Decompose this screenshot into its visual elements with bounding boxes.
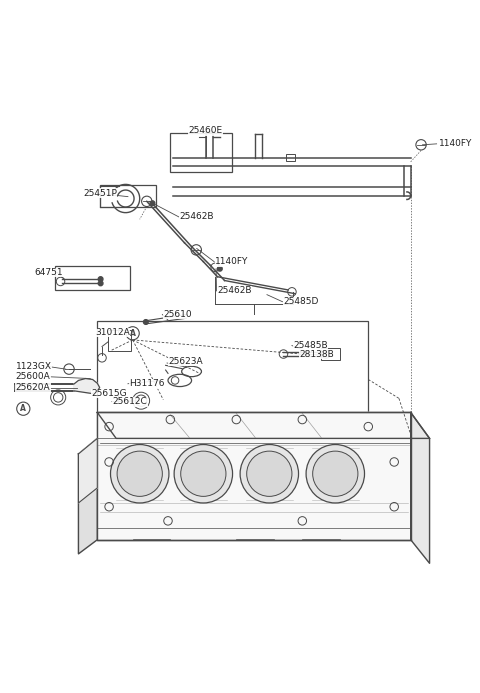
Circle shape [312,451,358,496]
Text: 25615G: 25615G [91,389,127,398]
Text: 25610: 25610 [163,310,192,319]
Circle shape [240,444,299,503]
Text: 1123GX: 1123GX [16,362,52,371]
Text: 25612C: 25612C [113,397,148,406]
Text: 25462B: 25462B [217,286,252,295]
Text: 25462B: 25462B [180,212,214,221]
Text: 28138B: 28138B [300,349,334,358]
Circle shape [174,444,233,503]
Text: A: A [20,404,26,413]
Text: 25485B: 25485B [293,341,327,350]
Text: 1140FY: 1140FY [215,257,249,266]
Circle shape [217,266,222,271]
Polygon shape [78,439,97,554]
Text: 1140FY: 1140FY [439,139,472,148]
Text: 25460E: 25460E [189,126,223,135]
Bar [170,134,232,172]
Bar [55,266,130,290]
Circle shape [247,451,292,496]
Text: H31176: H31176 [129,379,164,388]
Polygon shape [74,378,100,394]
Polygon shape [78,439,97,503]
Polygon shape [97,412,430,439]
Text: 25485D: 25485D [284,297,319,306]
Bar [97,321,368,436]
Circle shape [117,451,162,496]
Circle shape [144,319,148,324]
Text: 25600A: 25600A [16,372,50,381]
Circle shape [306,444,364,503]
Text: 25623A: 25623A [168,357,203,366]
Polygon shape [411,412,430,563]
Circle shape [150,201,155,206]
Circle shape [98,277,103,281]
Text: 31012A: 31012A [95,328,130,337]
Text: 64751: 64751 [35,268,63,277]
Bar [321,348,340,360]
Bar [100,185,156,207]
Polygon shape [97,412,411,540]
Text: 25620A: 25620A [16,383,50,392]
Bar [286,155,295,161]
Text: A: A [130,328,135,337]
Circle shape [181,451,226,496]
Text: 25451P: 25451P [83,188,117,198]
Bar [108,330,131,351]
Circle shape [110,444,169,503]
Circle shape [98,281,103,286]
